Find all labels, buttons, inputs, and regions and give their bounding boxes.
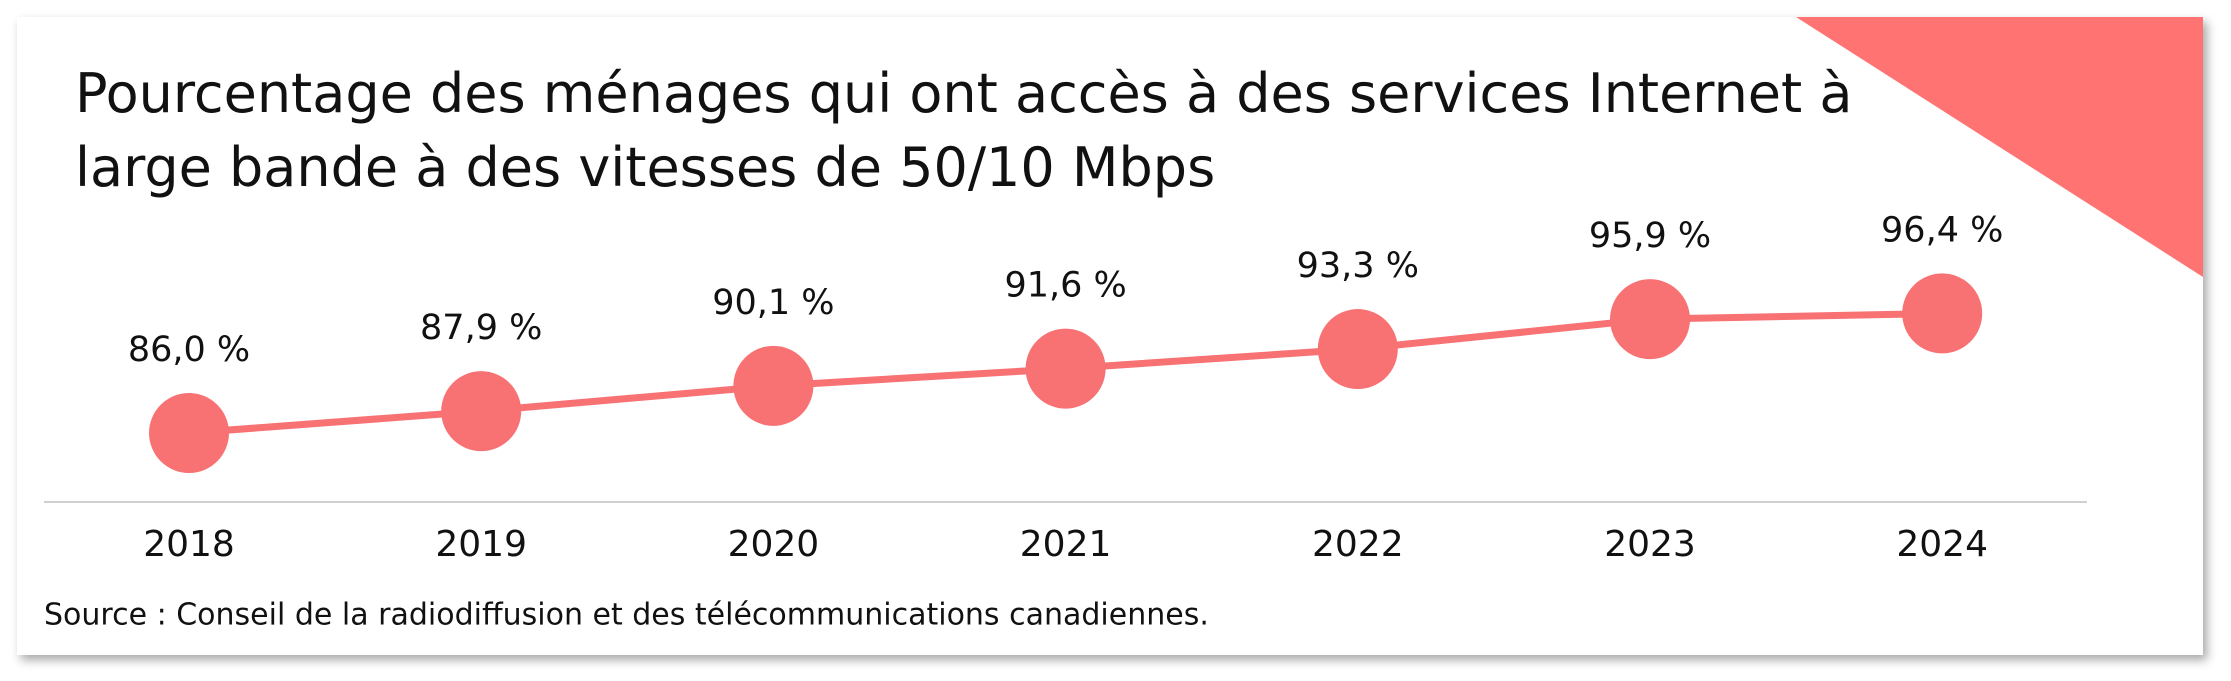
value-label: 96,4 % xyxy=(1881,210,2003,250)
chart-title: large bande à des vitesses de 50/10 Mbps xyxy=(75,136,1215,199)
x-tick-label: 2018 xyxy=(143,524,235,565)
x-tick-label: 2021 xyxy=(1020,524,1112,565)
x-tick-label: 2022 xyxy=(1312,524,1404,565)
data-point xyxy=(733,345,814,426)
x-tick-label: 2019 xyxy=(435,524,527,565)
x-tick-label: 2024 xyxy=(1896,524,1988,565)
value-label: 93,3 % xyxy=(1297,246,1419,286)
data-point xyxy=(149,393,229,473)
value-label: 95,9 % xyxy=(1589,216,1711,256)
x-tick-label: 2020 xyxy=(728,524,820,565)
card xyxy=(17,17,2203,655)
data-point xyxy=(1902,273,1983,354)
data-point xyxy=(1025,328,1106,409)
data-point xyxy=(1610,279,1690,360)
data-point xyxy=(1317,309,1398,390)
corner-decoration xyxy=(1796,17,2203,277)
data-point xyxy=(441,371,522,452)
x-tick-label: 2023 xyxy=(1604,524,1696,565)
chart-title: Pourcentage des ménages qui ont accès à … xyxy=(75,62,1852,125)
value-label: 86,0 % xyxy=(128,330,250,370)
source-note: Source : Conseil de la radiodiffusion et… xyxy=(44,598,1209,633)
value-label: 87,9 % xyxy=(420,308,542,348)
value-label: 90,1 % xyxy=(712,283,834,323)
value-label: 91,6 % xyxy=(1004,266,1126,306)
